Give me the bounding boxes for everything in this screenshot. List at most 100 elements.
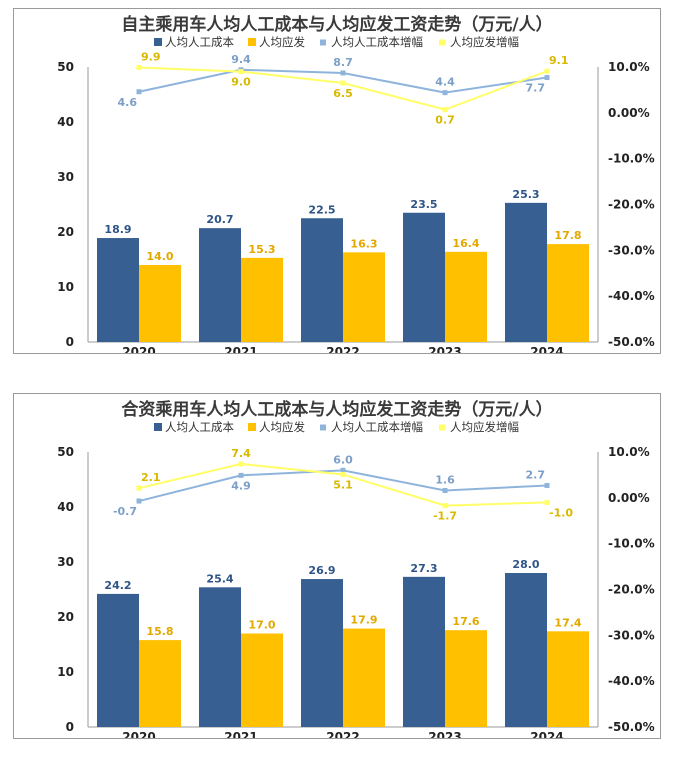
bar-label-1-3: 17.6: [452, 615, 479, 628]
bar-label-0-4: 28.0: [512, 558, 539, 571]
line-point-1-4: [544, 499, 550, 505]
bar-label-1-0: 14.0: [146, 250, 173, 263]
bar-label-0-4: 25.3: [512, 188, 539, 201]
chart-title: 自主乘用车人均人工成本与人均应发工资走势（万元/人）: [121, 14, 552, 35]
line-point-0-4: [544, 482, 550, 488]
legend-label-0: 人均人工成本: [165, 35, 234, 49]
bar-label-0-2: 26.9: [308, 564, 335, 577]
line-label-0-0: 4.6: [118, 96, 138, 109]
line-point-1-0: [136, 485, 142, 491]
y-left-tick: 40: [57, 500, 74, 514]
bar-label-1-2: 16.3: [350, 237, 377, 250]
bar-0-1: [199, 228, 241, 342]
legend: 人均人工成本 人均应发 人均人工成本增幅 人均应发增幅: [154, 35, 519, 49]
line-point-1-1: [238, 461, 244, 467]
y-left-tick: 10: [57, 665, 74, 679]
line-label-0-0: -0.7: [113, 505, 137, 518]
line-label-0-1: 9.4: [231, 53, 251, 66]
legend-label-1: 人均应发: [259, 420, 305, 434]
legend-marker-2: [320, 39, 326, 46]
line-point-0-0: [136, 498, 142, 504]
line-point-0-3: [442, 488, 448, 493]
line-point-0-0: [136, 89, 142, 95]
y-right-tick: -50.0%: [608, 720, 655, 734]
y-left-tick: 50: [57, 60, 74, 74]
line-label-1-0: 9.9: [141, 50, 161, 63]
line-label-0-4: 7.7: [526, 82, 546, 95]
line-point-1-3: [442, 107, 448, 113]
bar-1-3: [445, 630, 487, 727]
y-right-tick: 10.0%: [608, 445, 650, 459]
legend-swatch-1: [248, 38, 256, 46]
bar-label-0-3: 23.5: [410, 198, 437, 211]
bar-0-3: [403, 576, 445, 727]
legend-swatch-0: [154, 423, 162, 431]
y-right-tick: 0.00%: [608, 106, 650, 120]
line-label-1-4: -1.0: [549, 506, 573, 519]
legend: 人均人工成本 人均应发 人均人工成本增幅 人均应发增幅: [154, 420, 519, 434]
line-label-0-2: 8.7: [333, 56, 353, 69]
bar-0-4: [505, 202, 547, 342]
line-label-1-1: 9.0: [231, 76, 251, 89]
line-label-0-1: 4.9: [231, 479, 251, 492]
bar-label-0-0: 24.2: [104, 579, 131, 592]
y-right-tick: 0.00%: [608, 491, 650, 505]
y-left-tick: 50: [57, 445, 74, 459]
y-right-tick: 10.0%: [608, 60, 650, 74]
y-left-tick: 30: [57, 170, 74, 184]
line-label-0-3: 1.6: [435, 474, 455, 487]
y-right-tick: -40.0%: [608, 674, 655, 688]
bar-label-0-3: 27.3: [410, 562, 437, 575]
y-right-tick: -20.0%: [608, 583, 655, 597]
line-label-1-3: -1.7: [433, 510, 457, 523]
legend-label-2: 人均人工成本增幅: [331, 35, 423, 49]
bar-label-0-2: 22.5: [308, 203, 335, 216]
bar-1-4: [547, 244, 589, 342]
x-tick-label: 2020: [122, 345, 155, 353]
bar-label-0-1: 25.4: [206, 572, 233, 585]
y-left-tick: 20: [57, 225, 74, 239]
chart-panel-joint-venture: 合资乘用车人均人工成本与人均应发工资走势（万元/人） 人均人工成本 人均应发 人均人工…: [13, 393, 661, 739]
x-tick-label: 2024: [530, 345, 563, 353]
line-label-1-4: 9.1: [549, 54, 569, 67]
y-right-tick: -30.0%: [608, 243, 655, 257]
y-left-tick: 0: [66, 335, 74, 349]
line-point-1-1: [238, 69, 244, 75]
line-label-0-4: 2.7: [526, 468, 546, 481]
y-right-tick: -20.0%: [608, 198, 655, 212]
x-tick-label: 2023: [428, 345, 461, 353]
legend-swatch-0: [154, 38, 162, 46]
x-tick-label: 2022: [326, 730, 359, 738]
bar-0-3: [403, 212, 445, 342]
bar-0-2: [301, 218, 343, 342]
line-label-1-2: 5.1: [333, 478, 353, 491]
bar-1-0: [139, 265, 181, 342]
legend-label-3: 人均应发增幅: [450, 420, 519, 434]
bar-1-0: [139, 640, 181, 727]
y-left-tick: 20: [57, 610, 74, 624]
bar-label-1-4: 17.4: [554, 616, 581, 629]
line-point-1-2: [340, 471, 346, 477]
legend-label-1: 人均应发: [259, 35, 305, 49]
chart-panel-private-brand: 自主乘用车人均人工成本与人均应发工资走势（万元/人） 人均人工成本 人均应发 人均人工…: [13, 8, 661, 354]
bar-1-4: [547, 631, 589, 727]
bar-label-1-0: 15.8: [146, 625, 173, 638]
bar-1-3: [445, 251, 487, 342]
bar-0-2: [301, 579, 343, 727]
bar-label-1-4: 17.8: [554, 229, 581, 242]
y-left-tick: 40: [57, 115, 74, 129]
legend-label-0: 人均人工成本: [165, 420, 234, 434]
legend-label-3: 人均应发增幅: [450, 35, 519, 49]
line-label-1-2: 6.5: [333, 87, 353, 100]
bar-label-0-1: 20.7: [206, 213, 233, 226]
bar-label-1-1: 17.0: [248, 619, 275, 632]
y-right-tick: -30.0%: [608, 628, 655, 642]
x-tick-label: 2020: [122, 730, 155, 738]
line-label-0-2: 6.0: [333, 453, 353, 466]
chart-private-brand: 自主乘用车人均人工成本与人均应发工资走势（万元/人）人均人工成本 人均应发 人均人工…: [57, 14, 655, 353]
y-left-tick: 0: [66, 720, 74, 734]
legend-marker-3: [439, 39, 445, 46]
line-label-1-1: 7.4: [231, 447, 251, 460]
chart-title: 合资乘用车人均人工成本与人均应发工资走势（万元/人）: [121, 399, 552, 420]
bar-1-2: [343, 628, 385, 727]
